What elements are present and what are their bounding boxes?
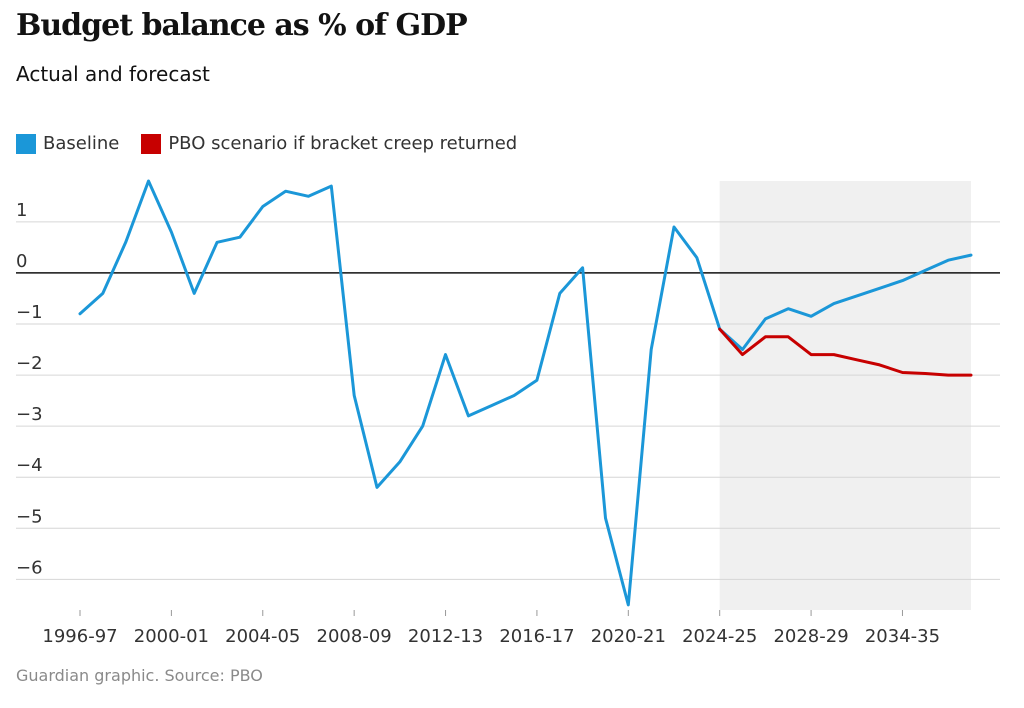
legend-swatch-baseline — [16, 133, 36, 154]
legend-swatch-scenario — [141, 133, 162, 154]
x-tick-label: 1996-97 — [42, 626, 117, 647]
x-tick-label: 2004-05 — [225, 626, 300, 647]
x-tick-label: 2028-29 — [773, 626, 848, 647]
y-tick-label: 0 — [16, 251, 27, 272]
legend-item-baseline: Baseline — [16, 133, 119, 154]
baseline-series-line — [78, 179, 973, 607]
legend-label-scenario: PBO scenario if bracket creep returned — [168, 133, 518, 154]
forecast-shade — [719, 181, 971, 610]
y-tick-label: −1 — [16, 302, 43, 323]
y-tick-label: −4 — [16, 455, 43, 476]
x-tick-label: 2020-21 — [591, 626, 666, 647]
x-tick-label: 2012-13 — [408, 626, 483, 647]
x-tick-label: 2008-09 — [317, 626, 392, 647]
y-tick-label: −2 — [16, 353, 43, 374]
legend: Baseline PBO scenario if bracket creep r… — [16, 133, 539, 154]
y-tick-label: 1 — [16, 200, 27, 221]
x-tick-label: 2016-17 — [499, 626, 574, 647]
x-tick-label: 2024-25 — [682, 626, 757, 647]
y-tick-label: −5 — [16, 506, 43, 527]
y-tick-label: −3 — [16, 404, 43, 425]
legend-item-scenario: PBO scenario if bracket creep returned — [141, 133, 517, 154]
chart-subtitle: Actual and forecast — [16, 62, 210, 86]
x-tick-label: 2034-35 — [865, 626, 940, 647]
scenario-series-line — [718, 327, 973, 377]
chart-canvas: 1 0 −1 −2 −3 −4 −5 −6 1996-97 2000-01 2004-05 2008-… — [16, 179, 1000, 647]
chart-title: Budget balance as % of GDP — [16, 8, 468, 43]
x-tick-label: 2000-01 — [134, 626, 209, 647]
source-note: Guardian graphic. Source: PBO — [16, 666, 263, 685]
legend-label-baseline: Baseline — [43, 133, 120, 154]
y-tick-label: −6 — [16, 557, 43, 578]
